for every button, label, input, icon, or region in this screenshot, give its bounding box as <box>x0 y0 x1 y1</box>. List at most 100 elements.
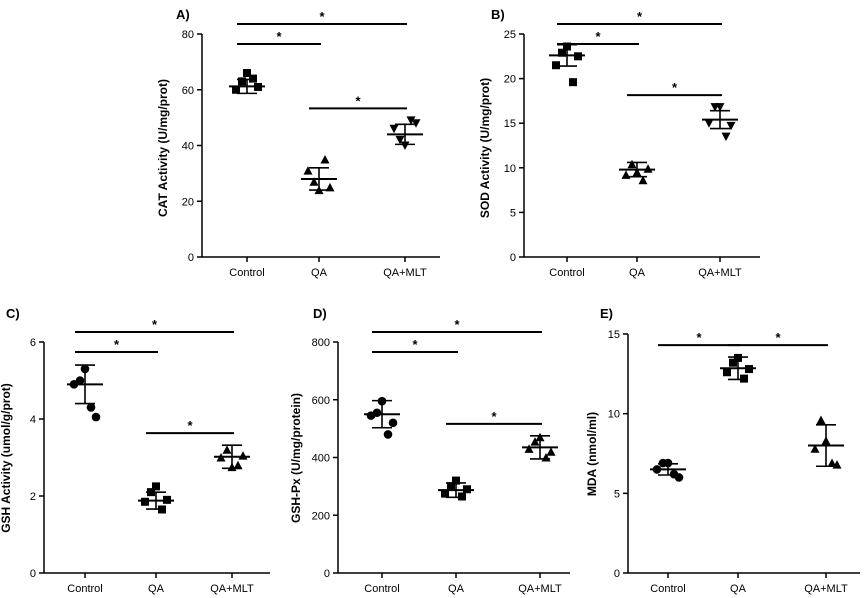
y-axis-label: GSH-Px (U/mg/protein) <box>289 393 303 523</box>
data-point-circle <box>91 412 101 422</box>
data-point-square <box>458 492 466 501</box>
data-point-triangle-up <box>546 447 556 456</box>
data-point-circle <box>383 430 393 439</box>
data-point-square <box>152 482 160 491</box>
y-tick-label: 25 <box>504 29 516 41</box>
y-tick-label: 4 <box>30 414 36 426</box>
data-point-square <box>141 497 149 506</box>
data-point-square <box>552 61 560 70</box>
significance-star: * <box>187 418 193 433</box>
data-point-square <box>452 476 460 485</box>
significance-star: * <box>491 409 497 424</box>
data-point-triangle-up <box>233 460 243 470</box>
y-tick-label: 5 <box>614 488 620 500</box>
y-tick-label: 800 <box>312 337 330 349</box>
data-point-circle <box>388 418 398 428</box>
panel-label: D) <box>313 306 327 321</box>
data-point-circle <box>372 408 382 418</box>
data-point-square <box>447 482 455 491</box>
y-tick-label: 20 <box>182 196 194 208</box>
data-point-circle <box>75 376 85 385</box>
y-axis-label: GSH Activity (umol/g/prot) <box>0 383 13 533</box>
significance-star: * <box>412 337 418 352</box>
significance-star: * <box>696 330 702 345</box>
data-point-triangle-up <box>303 166 313 175</box>
x-tick-label: QA+MLT <box>804 583 848 595</box>
data-point-triangle-down <box>389 124 399 134</box>
data-point-triangle-up <box>827 458 837 468</box>
y-tick-label: 600 <box>312 395 330 407</box>
data-point-square <box>232 85 240 94</box>
x-tick-label: Control <box>229 267 264 279</box>
y-tick-label: 15 <box>504 118 516 130</box>
chart-panel-2: B) 0 5 10 15 20 25 Control QA QA+MLT SOD Activity … <box>478 7 760 279</box>
data-point-square <box>569 78 577 87</box>
data-point-triangle-down <box>395 135 405 145</box>
significance-star: * <box>595 29 601 44</box>
x-tick-label: QA <box>311 267 328 279</box>
data-point-triangle-up <box>222 445 232 454</box>
data-point-triangle-down <box>704 119 714 128</box>
x-tick-label: Control <box>650 583 685 595</box>
chart-panel-4: D) 0 200 400 600 800 Control QA QA+MLT GSH-Px (U/… <box>289 306 570 595</box>
panel-label: C) <box>6 306 20 321</box>
data-point-triangle-up <box>309 177 319 186</box>
data-point-triangle-up <box>530 437 540 446</box>
significance-star: * <box>775 330 781 345</box>
data-point-triangle-up <box>325 182 335 192</box>
y-tick-label: 15 <box>608 329 620 341</box>
chart-panel-1: A) 0 20 40 60 80 Control QA QA+MLT CAT Activity (… <box>156 7 440 279</box>
data-point-square <box>723 368 731 377</box>
data-point-square <box>441 489 449 498</box>
data-point-square <box>729 358 737 367</box>
y-tick-label: 0 <box>30 568 36 580</box>
significance-star: * <box>319 9 325 24</box>
data-point-circle <box>86 403 96 412</box>
x-tick-label: Control <box>67 583 102 595</box>
significance-star: * <box>152 317 158 332</box>
data-point-triangle-down <box>721 132 731 142</box>
panel-label: E) <box>600 306 613 321</box>
panel-label: B) <box>491 7 505 22</box>
y-tick-label: 0 <box>510 252 516 264</box>
x-tick-label: Control <box>549 267 584 279</box>
x-tick-label: QA <box>629 267 646 279</box>
data-point-triangle-down <box>411 119 421 128</box>
data-point-triangle-up <box>627 159 637 169</box>
y-tick-label: 5 <box>510 207 516 219</box>
y-tick-label: 0 <box>188 252 194 264</box>
y-tick-label: 400 <box>312 453 330 465</box>
y-tick-label: 2 <box>30 491 36 503</box>
data-point-triangle-up <box>524 444 534 453</box>
y-tick-label: 60 <box>182 85 194 97</box>
data-point-triangle-up <box>643 164 653 173</box>
x-tick-label: QA+MLT <box>383 267 427 279</box>
data-point-square <box>249 74 257 83</box>
data-point-triangle-up <box>638 175 648 185</box>
x-tick-label: QA <box>448 583 465 595</box>
data-point-square <box>243 69 251 78</box>
y-tick-label: 6 <box>30 337 36 349</box>
x-tick-label: Control <box>364 583 399 595</box>
x-tick-label: QA <box>148 583 165 595</box>
x-tick-label: QA+MLT <box>518 583 562 595</box>
y-tick-label: 0 <box>324 568 330 580</box>
data-point-triangle-up <box>810 444 820 453</box>
significance-star: * <box>637 9 643 24</box>
data-point-triangle-up <box>320 154 330 164</box>
significance-star: * <box>355 93 361 108</box>
panel-label: A) <box>176 7 190 22</box>
x-tick-label: QA+MLT <box>698 267 742 279</box>
y-tick-label: 10 <box>608 409 620 421</box>
data-point-square <box>238 77 246 86</box>
x-tick-label: QA <box>730 583 747 595</box>
x-tick-label: QA+MLT <box>210 583 254 595</box>
data-point-square <box>558 48 566 57</box>
significance-star: * <box>672 80 678 95</box>
significance-star: * <box>454 317 460 332</box>
data-point-triangle-up <box>238 451 248 460</box>
chart-panel-3: C) 0 2 4 6 Control QA QA+MLT GSH Activity (umol/… <box>0 306 270 595</box>
significance-star: * <box>276 29 282 44</box>
y-tick-label: 200 <box>312 510 330 522</box>
